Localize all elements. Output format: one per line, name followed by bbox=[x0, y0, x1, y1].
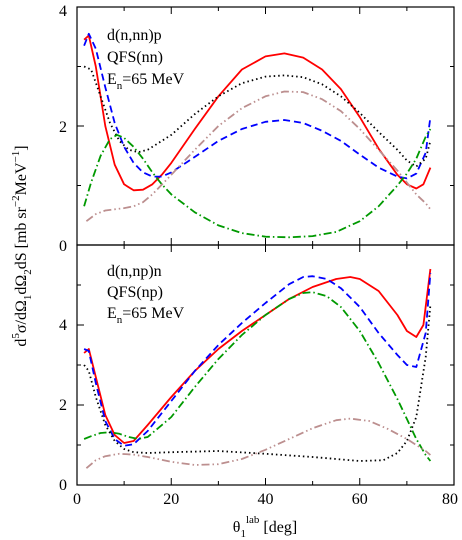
xtick-label: 80 bbox=[442, 491, 458, 508]
panel-top-ytick-labels: 0 2 4 bbox=[59, 3, 67, 255]
bottom-ytick-label: 4 bbox=[59, 317, 67, 334]
top-ytick-label: 0 bbox=[59, 238, 67, 255]
panel-bottom-annotation: d(n,np)n QFS(np) En=65 MeV bbox=[107, 263, 185, 326]
xtick-label: 20 bbox=[163, 491, 179, 508]
series-line-2 bbox=[83, 32, 432, 180]
annotation-config: QFS(np) bbox=[107, 284, 163, 301]
panel-bottom-series bbox=[83, 268, 432, 469]
panel-bottom-ytick-labels: 0 2 4 bbox=[59, 317, 67, 494]
top-ytick-label: 2 bbox=[59, 119, 67, 136]
panel-top-ticks bbox=[76, 6, 455, 246]
series-line-2 bbox=[83, 272, 432, 447]
annotation-energy: En=65 MeV bbox=[107, 305, 185, 326]
series-line-1 bbox=[83, 34, 432, 192]
top-ytick-label: 4 bbox=[59, 3, 67, 20]
series-line-5 bbox=[83, 128, 432, 239]
panel-bottom: 0 2 4 d(n,np)n QFS(np) En=65 MeV bbox=[59, 244, 455, 494]
panel-top: 0 2 4 d(n,nn)p QFS(nn) En=65 MeV bbox=[59, 3, 455, 255]
series-line-4 bbox=[83, 304, 432, 462]
xtick-label: 0 bbox=[73, 491, 81, 508]
x-tick-labels: 0 20 40 60 80 bbox=[73, 491, 458, 508]
xtick-label: 60 bbox=[352, 491, 368, 508]
annotation-reaction: d(n,np)n bbox=[107, 263, 162, 280]
annotation-config: QFS(nn) bbox=[107, 49, 163, 66]
annotation-energy: En=65 MeV bbox=[107, 71, 185, 92]
y-axis-label: d5σ/dΩ1dΩ2dS [mb sr−2MeV−1] bbox=[10, 145, 34, 346]
series-line-1 bbox=[83, 268, 432, 444]
xtick-label: 40 bbox=[258, 491, 274, 508]
series-line-3 bbox=[83, 65, 432, 168]
series-line-5 bbox=[85, 417, 431, 469]
bottom-ytick-label: 0 bbox=[59, 477, 67, 494]
annotation-reaction: d(n,nn)p bbox=[107, 27, 162, 44]
panel-top-annotation: d(n,nn)p QFS(nn) En=65 MeV bbox=[107, 27, 185, 92]
panel-top-series bbox=[83, 32, 432, 239]
series-line-3 bbox=[83, 291, 432, 462]
x-axis-label: θ1lab [deg] bbox=[233, 514, 297, 540]
series-line-4 bbox=[85, 90, 432, 222]
panel-bottom-ticks bbox=[76, 244, 455, 486]
bottom-ytick-label: 2 bbox=[59, 397, 67, 414]
